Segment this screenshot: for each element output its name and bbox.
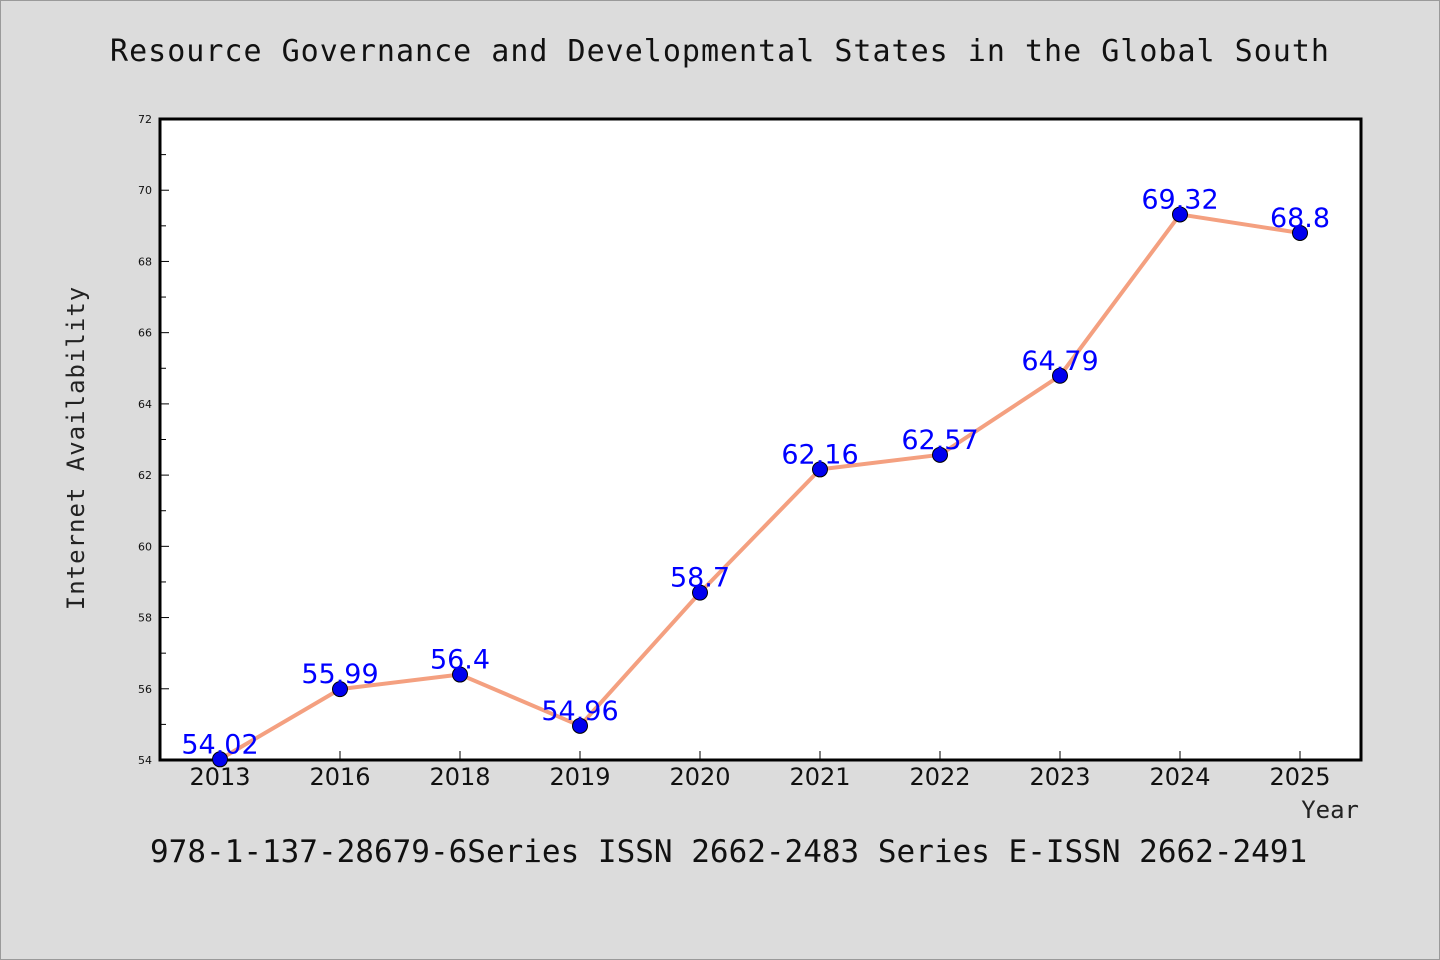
data-label: 62.16	[781, 439, 858, 470]
data-label: 55.99	[301, 659, 378, 690]
chart-title: Resource Governance and Developmental St…	[110, 34, 1330, 69]
y-tick-label: 72	[138, 113, 152, 126]
data-point	[452, 666, 468, 683]
data-point	[572, 717, 588, 734]
y-tick-label: 68	[138, 255, 152, 268]
x-axis: 2013 2016 2018 2019 2020 2021 2022 2023 2024 2025	[189, 751, 1331, 791]
x-tick-label: 2025	[1269, 763, 1330, 791]
y-tick-label: 54	[138, 754, 152, 767]
y-tick-label: 56	[138, 683, 152, 696]
x-axis-label: Year	[1301, 796, 1359, 824]
y-tick-label: 62	[138, 469, 152, 482]
data-point	[1052, 367, 1068, 384]
data-label: 64.79	[1021, 346, 1098, 377]
data-point	[212, 751, 228, 768]
x-tick-label: 2018	[429, 763, 490, 791]
y-tick-label: 60	[138, 540, 152, 553]
y-tick-label: 66	[138, 327, 152, 340]
data-label: 54.96	[541, 696, 618, 727]
data-point	[1292, 224, 1308, 241]
plot-area	[158, 117, 1363, 762]
x-tick-label: 2013	[189, 763, 250, 791]
data-point	[332, 681, 348, 698]
data-label: 69.32	[1141, 184, 1218, 215]
footer-isbn-issn: 978-1-137-28679-6Series ISSN 2662-2483 S…	[150, 834, 1308, 870]
x-tick-label: 2021	[789, 763, 850, 791]
data-point	[692, 584, 708, 601]
data-label: 54.02	[181, 729, 258, 760]
y-axis: 54 56 58 60 62 64 66 68 70 72	[138, 113, 169, 767]
y-tick-label: 70	[138, 184, 152, 197]
data-point	[1172, 206, 1188, 223]
y-tick-label: 58	[138, 612, 152, 625]
series-layer: 54.02 55.99 56.4 54.96 58.7 62.16 62.57 64.79 69…	[181, 184, 1330, 768]
y-tick-label: 64	[138, 398, 152, 411]
data-label: 68.8	[1270, 203, 1330, 234]
x-tick-label: 2023	[1029, 763, 1090, 791]
data-point	[932, 446, 948, 463]
x-tick-label: 2024	[1149, 763, 1210, 791]
data-label: 62.57	[901, 425, 978, 456]
data-label: 58.7	[670, 563, 730, 594]
x-tick-label: 2022	[909, 763, 970, 791]
data-label: 56.4	[430, 645, 490, 676]
series-line	[218, 212, 1301, 762]
x-tick-label: 2019	[549, 763, 610, 791]
x-tick-label: 2016	[309, 763, 370, 791]
x-tick-label: 2020	[669, 763, 730, 791]
data-point	[812, 461, 828, 478]
